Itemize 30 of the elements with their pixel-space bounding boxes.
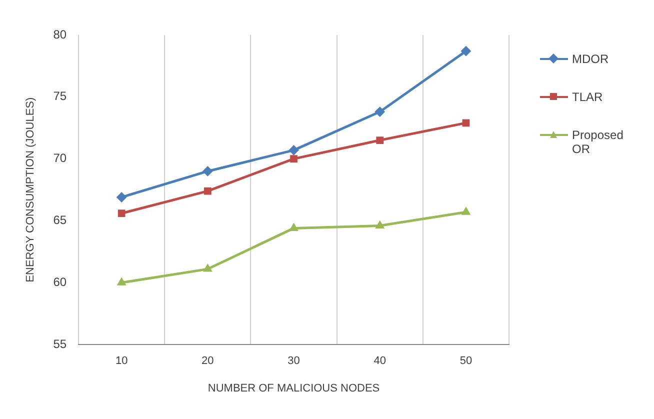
legend-label: TLAR [572,90,603,104]
point [118,210,126,218]
x-tick-label: 20 [202,355,214,368]
x-axis-title: NUMBER OF MALICIOUS NODES [208,382,380,394]
legend-label: MDOR [572,52,609,66]
legend-label: Proposed OR [572,128,624,156]
point [203,264,212,272]
point [375,220,384,228]
y-tick-label: 65 [53,213,67,228]
y-tick-label: 55 [53,336,67,351]
y-axis-title: ENERGY CONSUMPTION (JOULES) [24,97,37,282]
point [460,46,471,56]
point [290,155,298,163]
point [374,106,385,117]
x-tick-label: 40 [374,355,386,368]
x-tick-label: 50 [460,355,472,368]
x-tick-label: 30 [288,355,300,368]
point [376,136,384,144]
point [117,278,126,286]
point [288,145,299,156]
point [116,192,127,202]
point [204,187,212,195]
y-tick-label: 75 [53,89,67,104]
point [202,166,213,176]
point [462,207,470,215]
point [462,119,470,127]
y-tick-label: 80 [53,27,67,42]
x-tick-label: 10 [115,355,128,368]
y-tick-label: 60 [53,274,67,289]
y-tick-label: 70 [53,151,67,166]
